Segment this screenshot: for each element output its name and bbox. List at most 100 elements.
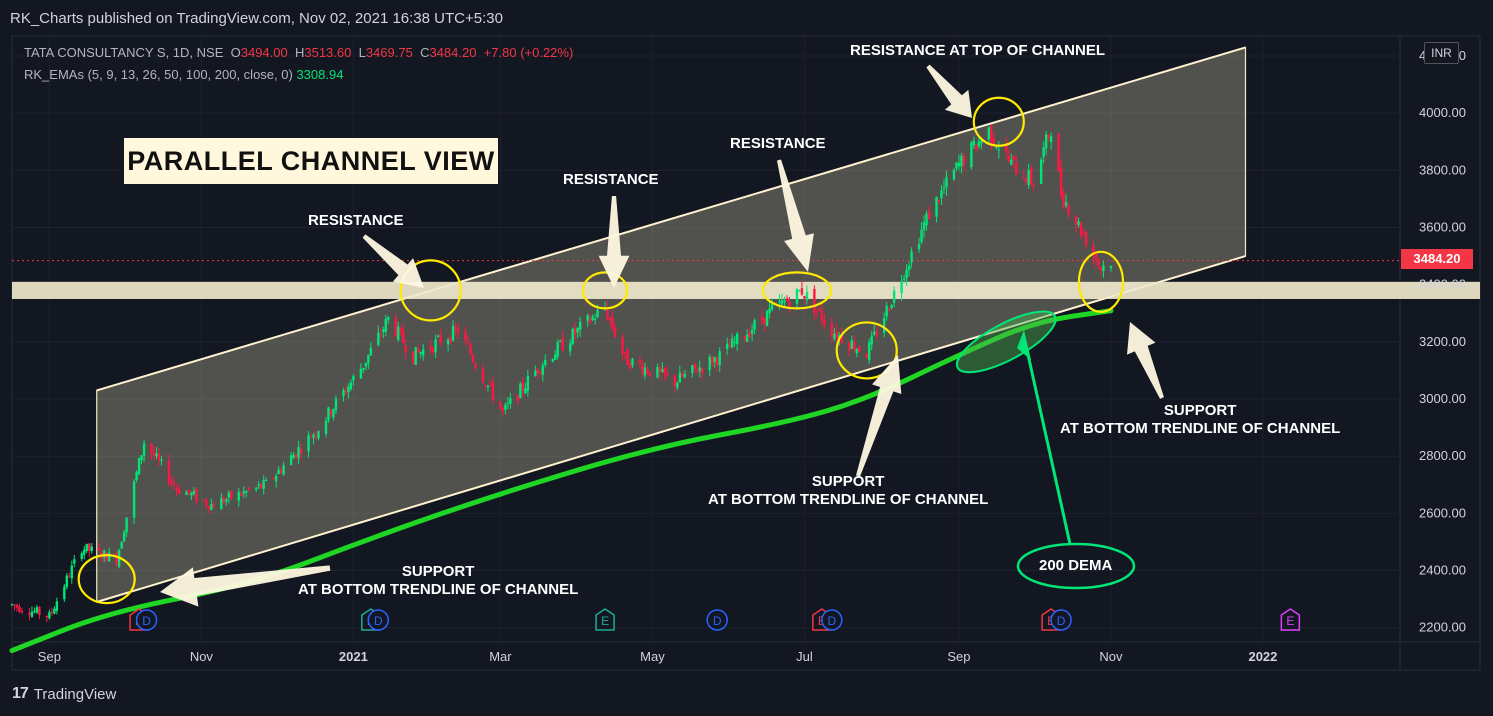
candle-body: [167, 460, 171, 483]
event-label: D: [374, 614, 383, 628]
candle-body: [509, 398, 512, 404]
currency-button[interactable]: INR: [1424, 42, 1459, 64]
candle-body: [402, 329, 405, 343]
candle-body: [718, 351, 721, 365]
candle-body: [1099, 267, 1103, 271]
candle-body: [631, 358, 634, 366]
candle-body: [190, 492, 193, 496]
candle-body: [748, 332, 751, 338]
annotation-resistance-2: RESISTANCE: [563, 171, 659, 188]
candle-body: [1029, 168, 1033, 184]
ema-label[interactable]: RK_EMAs (5, 9, 13, 26, 50, 100, 200, clo…: [24, 67, 293, 82]
candle-body: [559, 340, 562, 342]
candle-body: [830, 323, 834, 337]
candle-body: [785, 298, 789, 301]
candle-body: [678, 373, 682, 383]
candle-body: [1057, 133, 1060, 172]
candle-body: [524, 388, 527, 394]
candle-body: [1079, 222, 1083, 236]
candle-body: [205, 500, 208, 506]
candle-body: [1042, 147, 1045, 158]
candle-body: [88, 543, 91, 551]
x-tick-label: May: [640, 649, 665, 664]
candle-body: [1032, 183, 1035, 186]
candle-body: [907, 265, 911, 270]
candle-body: [175, 487, 178, 490]
candle-body: [673, 375, 677, 386]
candle-body: [823, 319, 826, 325]
candle-body: [728, 345, 731, 348]
candle-body: [255, 487, 258, 490]
candle-body: [892, 290, 896, 304]
candle-body: [18, 606, 21, 612]
candle-body: [1082, 233, 1085, 235]
candle-body: [803, 295, 806, 299]
candle-body: [277, 469, 280, 475]
brand-label[interactable]: TradingView: [33, 685, 117, 703]
candle-body: [1067, 205, 1070, 215]
candle-body: [621, 337, 624, 354]
candle-body: [1077, 221, 1080, 226]
candle-body: [666, 373, 669, 376]
candle-body: [1015, 162, 1018, 175]
candle-body: [289, 455, 293, 465]
resistance-circle-1: [399, 259, 462, 322]
candle-body: [805, 292, 809, 301]
high-label: H: [294, 45, 305, 60]
candle-body: [299, 449, 303, 454]
symbol-label[interactable]: TATA CONSULTANCY S, 1D, NSE: [24, 45, 224, 60]
candle-body: [586, 315, 589, 321]
candle-body: [439, 334, 442, 344]
candle-body: [593, 318, 597, 320]
candle-body: [975, 144, 978, 151]
candle-body: [55, 601, 59, 611]
candle-body: [15, 605, 19, 608]
candle-body: [140, 455, 143, 460]
candle-body: [1092, 245, 1095, 255]
candle-body: [1097, 260, 1100, 265]
candle-body: [327, 407, 330, 421]
candle-body: [377, 332, 380, 345]
candle-body: [282, 465, 285, 475]
candle-body: [65, 575, 69, 587]
candle-body: [698, 367, 701, 372]
candle-body: [456, 328, 460, 334]
candle-body: [105, 552, 108, 562]
dema-pointer-head: [1017, 330, 1031, 360]
candle-body: [344, 390, 348, 393]
close-value: 3484.20: [429, 45, 477, 60]
candle-body: [220, 498, 223, 510]
candle-body: [641, 365, 644, 374]
arrow-resistance-1: [362, 234, 424, 288]
candle-body: [551, 359, 554, 362]
dividend-icon: [706, 609, 728, 631]
annotation-marks: [77, 64, 1164, 607]
candle-body: [70, 565, 74, 579]
candle-body: [571, 328, 574, 345]
candle-body: [783, 300, 786, 303]
candle-body: [212, 504, 216, 508]
support-3-line1: SUPPORT: [1163, 402, 1237, 419]
candle-body: [349, 382, 353, 390]
y-tick-label: 3600.00: [1419, 220, 1466, 235]
candle-body: [848, 342, 851, 350]
x-tick-label: Nov: [190, 649, 214, 664]
candle-body: [681, 373, 684, 377]
candle-body: [115, 552, 118, 565]
candle-body: [820, 309, 824, 321]
candle-body: [850, 340, 853, 349]
candle-body: [778, 301, 781, 303]
tradingview-logo-icon[interactable]: 17: [12, 685, 29, 702]
candle-body: [419, 352, 422, 354]
candle-body: [885, 305, 888, 317]
open-label: O: [230, 45, 241, 60]
candle-body: [454, 326, 457, 329]
candle-body: [294, 454, 298, 458]
candle-body: [539, 371, 542, 373]
arrow-resistance-3: [776, 159, 814, 272]
candle-body: [733, 341, 736, 343]
candle-body: [917, 244, 921, 250]
candle-body: [469, 344, 472, 355]
candle-body: [795, 288, 799, 304]
